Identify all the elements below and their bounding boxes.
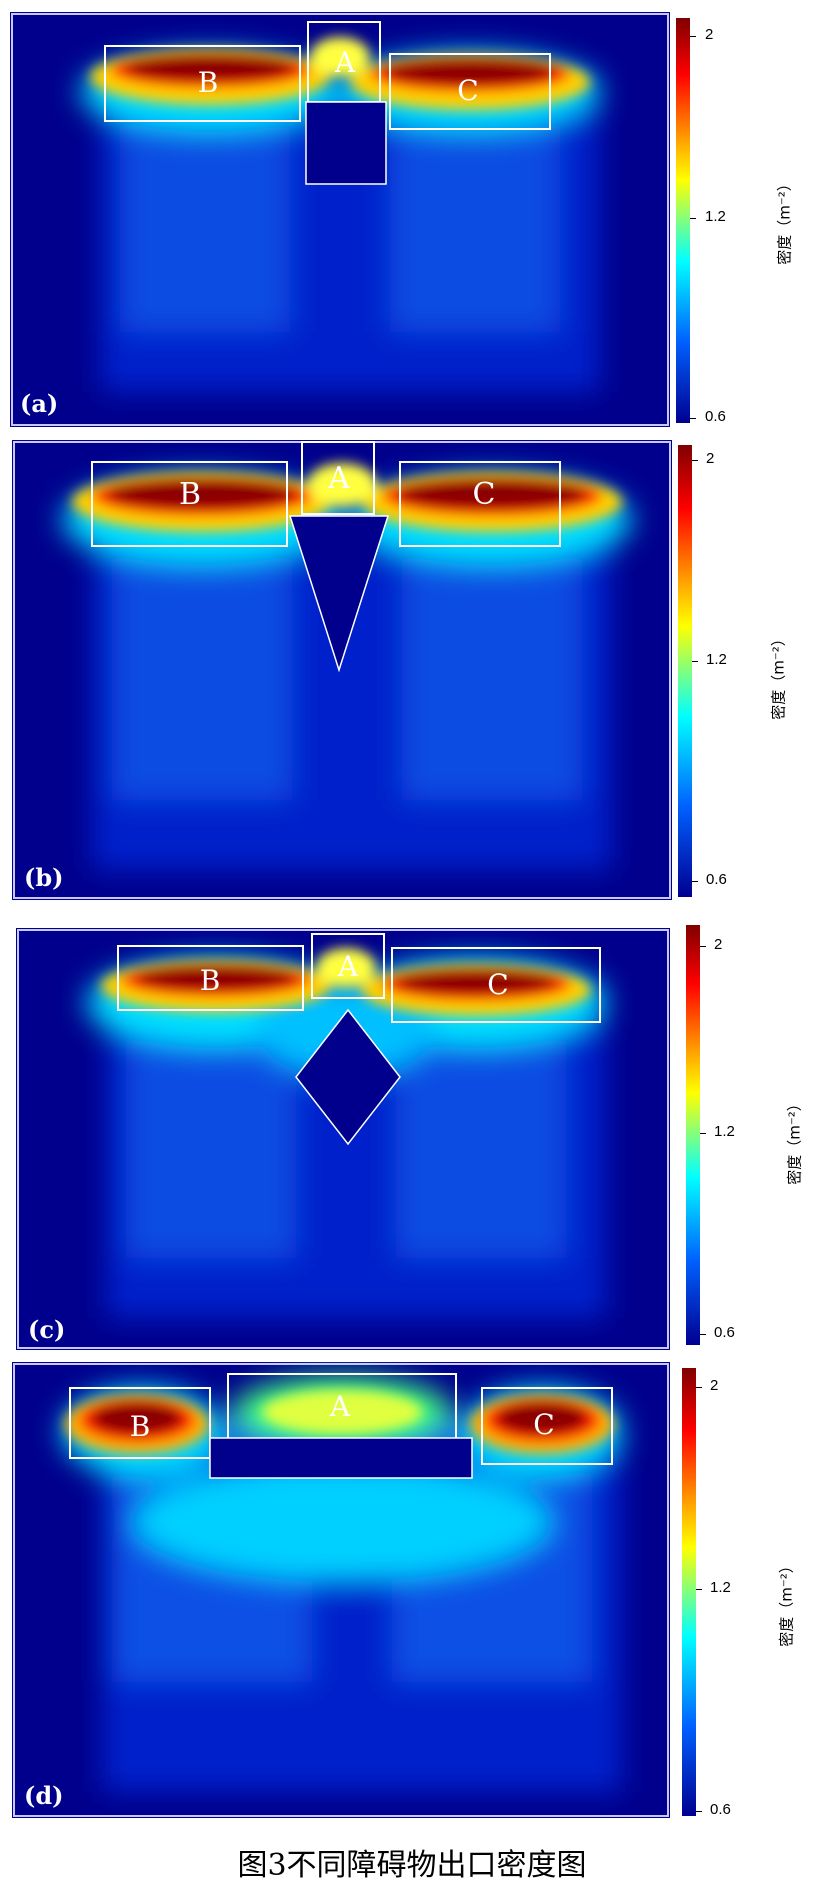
- obstacle-rectangle: [305, 101, 387, 185]
- zone-a-label: A: [334, 46, 356, 79]
- zone-b-label: B: [198, 66, 219, 99]
- obstacle-diamond: [295, 1008, 401, 1146]
- colorbar-b-title: 密度（m⁻²）: [769, 631, 788, 720]
- colorbar-b-tick-max: 2: [706, 450, 715, 467]
- zone-b-box: [117, 945, 304, 1011]
- obstacle-triangle: [288, 515, 390, 673]
- zone-a-label: A: [337, 950, 359, 983]
- colorbar-c: [686, 925, 700, 1345]
- zone-c-box: [389, 53, 551, 130]
- zone-a-box: [301, 441, 375, 515]
- panel-label-b: (b): [24, 863, 64, 892]
- colorbar-d-tick-mid: 1.2: [710, 1579, 731, 1596]
- zone-b-box: [104, 45, 301, 122]
- colorbar-d: [682, 1368, 696, 1816]
- panel-b: B A C (b): [12, 440, 672, 900]
- zone-c-label: C: [533, 1408, 554, 1441]
- colorbar-c-tick-max: 2: [714, 936, 723, 953]
- zone-a-box: [311, 933, 385, 999]
- zone-b-label: B: [179, 477, 201, 512]
- colorbar-b: [678, 445, 692, 897]
- zone-b-box: [69, 1387, 211, 1459]
- colorbar-a-tick-min: 0.6: [705, 408, 726, 425]
- zone-c-box: [399, 461, 561, 547]
- zone-b-box: [91, 461, 288, 547]
- colorbar-c-title: 密度（m⁻²）: [785, 1096, 804, 1185]
- panel-d: B A C (d): [12, 1362, 670, 1818]
- colorbar-d-tick-min: 0.6: [710, 1801, 731, 1818]
- zone-a-label: A: [329, 1390, 351, 1423]
- colorbar-a-tick-mid: 1.2: [705, 208, 726, 225]
- colorbar-b-tick-min: 0.6: [706, 871, 727, 888]
- obstacle-bar: [209, 1437, 473, 1479]
- zone-c-box: [391, 947, 601, 1023]
- figure-caption: 图3不同障碍物出口密度图: [237, 1848, 587, 1883]
- zone-c-label: C: [487, 968, 508, 1001]
- colorbar-d-tick-max: 2: [710, 1377, 719, 1394]
- density-map-c: B A C (c): [16, 928, 670, 1350]
- zone-c-box: [481, 1387, 613, 1465]
- colorbar-a-title: 密度（m⁻²）: [775, 176, 794, 265]
- panel-a: B A C (a): [10, 12, 670, 427]
- zone-c-label: C: [473, 477, 496, 512]
- zone-c-label: C: [457, 74, 478, 107]
- panel-label-c: (c): [28, 1315, 65, 1344]
- colorbar-a-tick-max: 2: [705, 26, 714, 43]
- colorbar-a: [676, 18, 690, 423]
- colorbar-c-tick-min: 0.6: [714, 1324, 735, 1341]
- colorbar-d-title: 密度（m⁻²）: [777, 1558, 796, 1647]
- density-map-d: B A C (d): [12, 1362, 670, 1818]
- zone-a-label: A: [327, 461, 350, 496]
- panel-label-a: (a): [20, 389, 58, 418]
- zone-b-label: B: [130, 1410, 151, 1443]
- panel-c: B A C (c): [16, 928, 670, 1350]
- zone-b-label: B: [200, 964, 221, 997]
- density-map-b: B A C (b): [12, 440, 672, 900]
- density-map-a: B A C (a): [10, 12, 670, 427]
- colorbar-c-tick-mid: 1.2: [714, 1123, 735, 1140]
- panel-label-d: (d): [24, 1781, 64, 1810]
- colorbar-b-tick-mid: 1.2: [706, 651, 727, 668]
